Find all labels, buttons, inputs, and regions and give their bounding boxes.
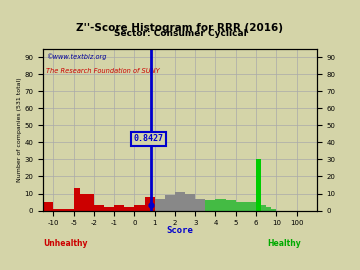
Bar [104, 207, 114, 211]
Bar [87, 194, 94, 211]
Text: The Research Foundation of SUNY: The Research Foundation of SUNY [46, 68, 159, 74]
Bar [134, 205, 144, 211]
Bar [66, 209, 69, 211]
Title: Z''-Score Histogram for RRR (2016): Z''-Score Histogram for RRR (2016) [76, 22, 284, 33]
Bar [114, 205, 124, 211]
Bar [185, 194, 195, 211]
Bar [175, 192, 185, 211]
Text: 0.8427: 0.8427 [134, 134, 163, 143]
Bar [53, 209, 57, 211]
Bar [80, 194, 87, 211]
Bar [236, 202, 246, 211]
Bar [165, 195, 175, 211]
Bar [124, 207, 134, 211]
Y-axis label: Number of companies (531 total): Number of companies (531 total) [17, 77, 22, 182]
Bar [155, 199, 165, 211]
Text: Healthy: Healthy [267, 239, 301, 248]
Bar [266, 207, 271, 211]
Text: Unhealthy: Unhealthy [43, 239, 87, 248]
Bar [57, 209, 62, 211]
Bar [261, 205, 266, 211]
Bar [33, 202, 53, 211]
Text: ©www.textbiz.org: ©www.textbiz.org [46, 53, 107, 60]
Bar [73, 188, 80, 211]
Text: Sector: Consumer Cyclical: Sector: Consumer Cyclical [114, 29, 246, 38]
Bar [94, 205, 104, 211]
Text: Score: Score [167, 226, 193, 235]
Bar [226, 200, 236, 211]
Bar [205, 200, 216, 211]
Bar [271, 209, 276, 211]
Bar [69, 209, 73, 211]
Bar [256, 160, 261, 211]
Bar [246, 202, 256, 211]
Bar [216, 199, 226, 211]
Bar [144, 197, 155, 211]
Bar [195, 199, 205, 211]
Bar [62, 209, 66, 211]
